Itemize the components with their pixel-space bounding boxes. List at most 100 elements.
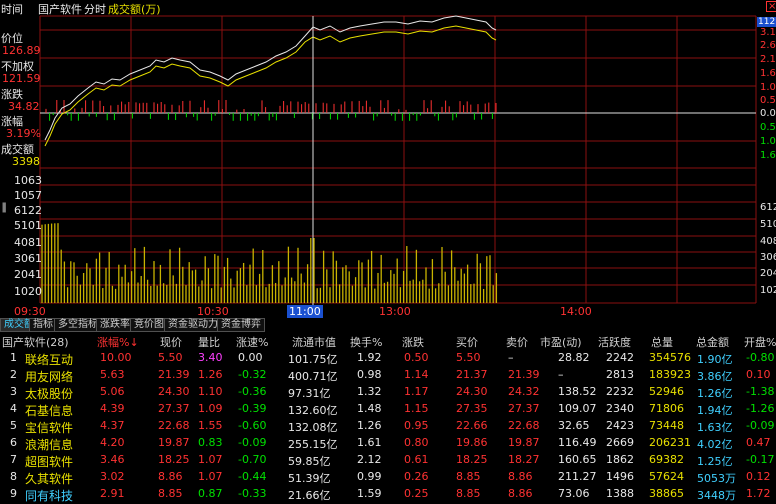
amount-label: 成交额 [1, 143, 34, 156]
cell-chg: 0.95 [404, 419, 429, 432]
cell-name: 同有科技 [25, 489, 74, 503]
time-axis-label: 10:30 [197, 305, 229, 318]
cell-bid: 5.50 [456, 351, 481, 364]
col-header[interactable]: 买价 [456, 336, 478, 349]
tab-long-short[interactable]: 多空指标 [54, 318, 102, 332]
table-row[interactable]: 8 久其软件 3.02 8.86 1.07 -0.44 51.39亿 0.99 0.26 8.85… [0, 468, 776, 486]
cell-vol: 183923 [649, 368, 691, 381]
cell-pct: 4.20 [100, 436, 125, 449]
col-header[interactable]: 流通市值 [292, 336, 336, 349]
cell-pe: 28.82 [558, 351, 590, 364]
cell-turn: 2.12 [357, 453, 382, 466]
col-header[interactable]: 总量 [651, 336, 673, 349]
cell-act: 2423 [606, 419, 634, 432]
cell-price: 8.86 [158, 470, 183, 483]
cell-chg: 0.80 [404, 436, 429, 449]
right-axis-label: 0.5 [760, 95, 776, 106]
close-icon[interactable]: × [766, 1, 776, 12]
cell-chg: 0.25 [404, 487, 429, 500]
left-axis-label: 2041 [14, 268, 42, 281]
cell-chg: 1.15 [404, 402, 429, 415]
cell-turn: 1.48 [357, 402, 382, 415]
scroll-handle-icon[interactable]: ❚ [0, 202, 9, 213]
chart-header: 时间 国产软件 分时 成交额(万) 112 × [0, 0, 776, 27]
table-row[interactable]: 1 联络互动 10.00 5.50 3.40 0.00 101.75亿 1.92 0.50 5.5… [0, 349, 776, 367]
tab-fund-drive[interactable]: 资金驱动力 [164, 318, 222, 332]
cell-price: 24.30 [158, 385, 190, 398]
cell-pe: 73.06 [558, 487, 590, 500]
cell-qr: 1.07 [198, 453, 223, 466]
cell-chg: 1.14 [404, 368, 429, 381]
col-header[interactable]: 活跃度 [598, 336, 631, 349]
cell-name: 浪潮信息 [25, 438, 74, 452]
col-header[interactable]: 涨速% [236, 336, 269, 349]
col-header[interactable]: 现价 [160, 336, 182, 349]
cell-vol: 57624 [649, 470, 684, 483]
cell-bid: 18.25 [456, 453, 488, 466]
table-row[interactable]: 7 超图软件 3.46 18.25 1.07 -0.70 59.85亿 2.12 0.61 18.… [0, 451, 776, 469]
tab-indicator[interactable]: 指标 [29, 318, 57, 332]
cell-n: 9 [10, 487, 17, 500]
cell-vol: 73448 [649, 419, 684, 432]
chart-mode[interactable]: 分时 [84, 3, 106, 16]
tab-rise-rate[interactable]: 涨跌率 [96, 318, 134, 332]
right-vol-label: 4081 [760, 236, 776, 247]
left-axis-label: 4081 [14, 236, 42, 249]
cell-vol: 69382 [649, 453, 684, 466]
table-row[interactable]: 4 石基信息 4.39 27.37 1.09 -0.39 132.60亿 1.48 1.15 27… [0, 400, 776, 418]
cell-bid: 24.30 [456, 385, 488, 398]
cell-price: 18.25 [158, 453, 190, 466]
table-row[interactable]: 9 同有科技 2.91 8.85 0.87 -0.33 21.66亿 1.59 0.25 8.85… [0, 485, 776, 503]
cell-qr: 1.07 [198, 470, 223, 483]
sector-name[interactable]: 国产软件 [38, 3, 82, 16]
cell-cap: 51.39亿 [288, 472, 331, 485]
cell-price: 5.50 [158, 351, 183, 364]
cell-cap: 101.75亿 [288, 353, 338, 366]
left-axis-label: 1063 [14, 174, 42, 187]
cell-pct: 4.39 [100, 402, 125, 415]
cell-vol: 52946 [649, 385, 684, 398]
col-header[interactable]: 国产软件(28) [2, 336, 69, 349]
cell-pct: 5.06 [100, 385, 125, 398]
cell-pe: – [558, 368, 564, 381]
cell-pe: 160.65 [558, 453, 597, 466]
cell-amt: 3.86亿 [697, 370, 733, 383]
indicator-tabs: 成交额 指标 多空指标 涨跌率 竞价图 资金驱动力 资金博弈 [0, 318, 776, 332]
col-header[interactable]: 换手% [350, 336, 383, 349]
col-header[interactable]: 涨幅%↓ [97, 336, 139, 349]
right-axis-label: 1.6 [760, 68, 776, 79]
cell-name: 太极股份 [25, 387, 74, 401]
indicator-name[interactable]: 成交额(万) [108, 3, 161, 16]
weight-value: 121.59 [2, 72, 41, 85]
col-header[interactable]: 总金额 [696, 336, 729, 349]
table-row[interactable]: 2 用友网络 5.63 21.39 1.26 -0.32 400.71亿 0.98 1.14 21… [0, 366, 776, 384]
right-axis-label: 3.1 [760, 27, 776, 38]
table-row[interactable]: 3 太极股份 5.06 24.30 1.10 -0.36 97.31亿 1.32 1.17 24.… [0, 383, 776, 401]
cell-amt: 3448万 [697, 489, 736, 502]
cell-name: 用友网络 [25, 370, 74, 384]
col-header[interactable]: 卖价 [506, 336, 528, 349]
table-row[interactable]: 5 宝信软件 4.37 22.68 1.55 -0.60 132.08亿 1.26 0.95 22… [0, 417, 776, 435]
tab-fund-game[interactable]: 资金博弈 [217, 318, 265, 332]
cell-price: 21.39 [158, 368, 190, 381]
left-axis-label: 3061 [14, 252, 42, 265]
col-header[interactable]: 量比 [198, 336, 220, 349]
right-vol-label: 1020 [760, 285, 776, 296]
cell-ask: 27.37 [508, 402, 540, 415]
left-axis-label: 1057 [14, 189, 42, 202]
cell-pe: 116.49 [558, 436, 597, 449]
cell-act: 1388 [606, 487, 634, 500]
cell-amt: 1.25亿 [697, 455, 733, 468]
cell-pct: 4.37 [100, 419, 125, 432]
cell-pe: 32.65 [558, 419, 590, 432]
cell-n: 4 [10, 402, 17, 415]
table-row[interactable]: 6 浪潮信息 4.20 19.87 0.83 -0.09 255.15亿 1.61 0.80 19… [0, 434, 776, 452]
chart-grid [39, 15, 757, 304]
cell-open: -0.80 [746, 351, 775, 364]
cell-n: 3 [10, 385, 17, 398]
tab-auction[interactable]: 竞价图 [130, 318, 168, 332]
col-header[interactable]: 涨跌 [402, 336, 424, 349]
col-header[interactable]: 市盈(动) [540, 336, 582, 349]
col-header[interactable]: 开盘% [744, 336, 776, 349]
cell-pct: 10.00 [100, 351, 132, 364]
